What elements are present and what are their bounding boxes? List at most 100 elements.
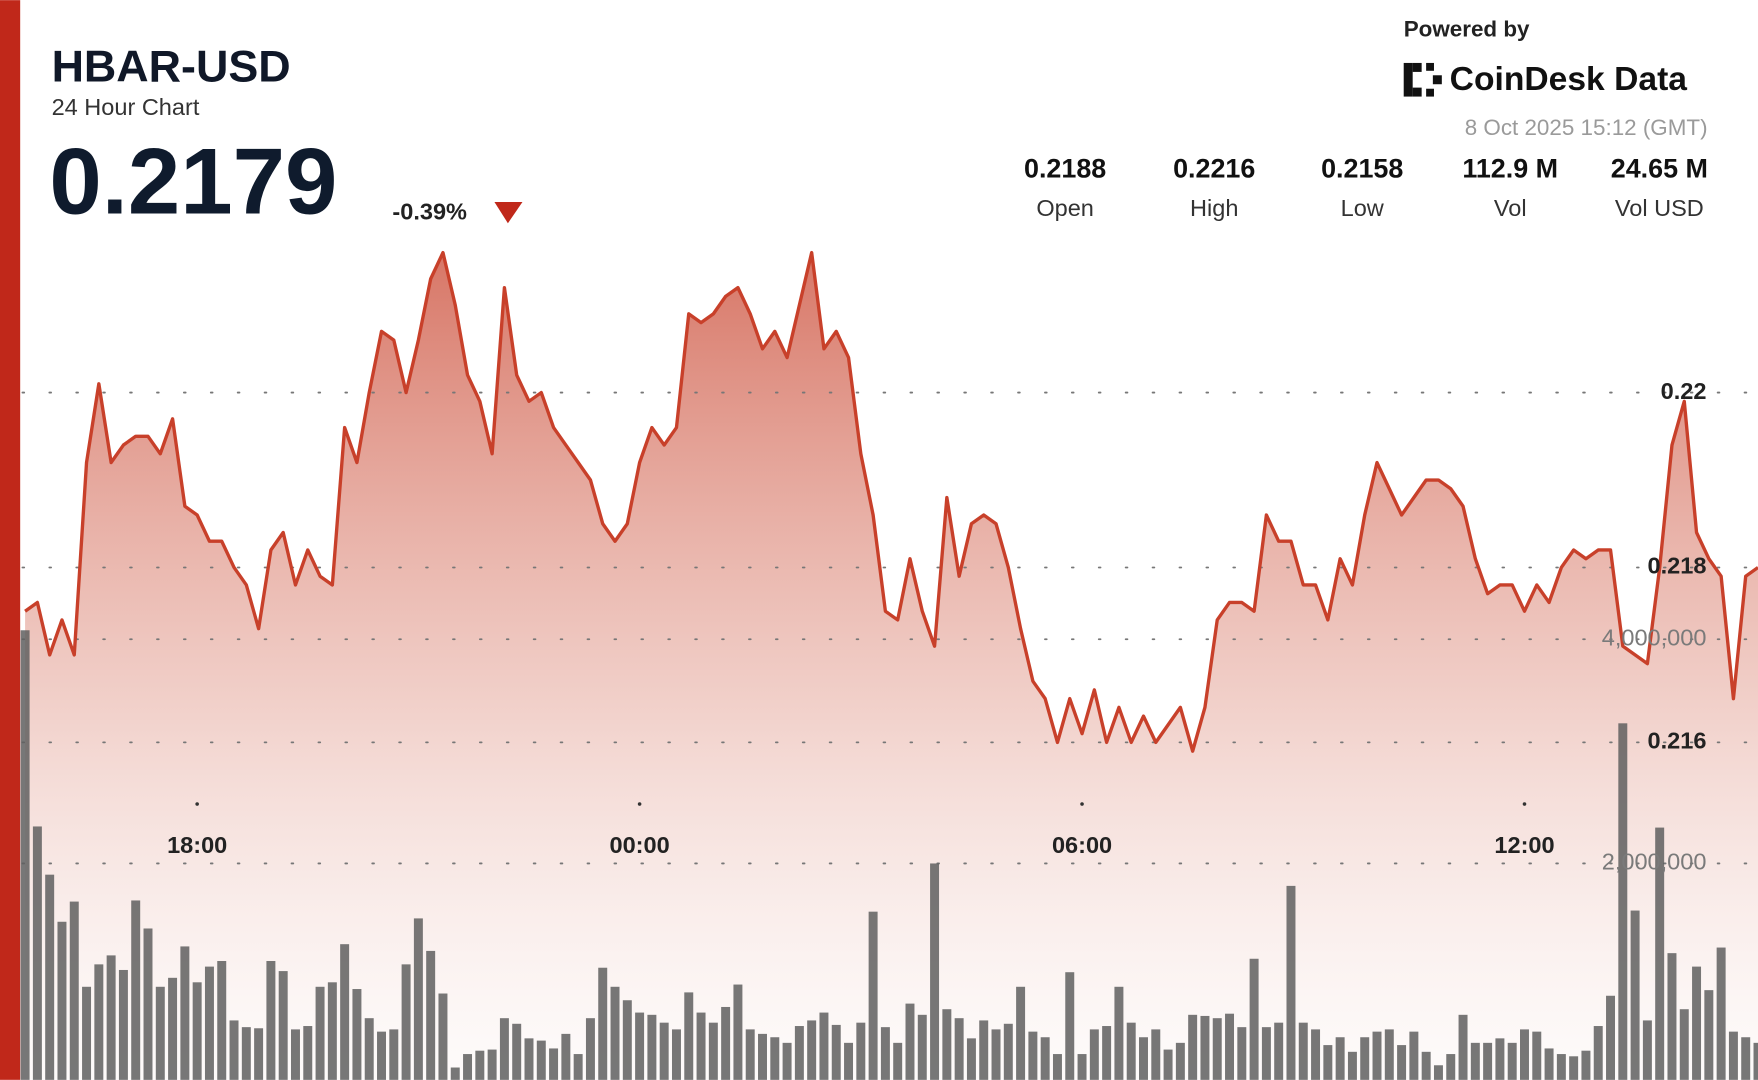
volume-bar <box>1483 1042 1493 1080</box>
y2-tick-label: 2,000,000 <box>1602 849 1707 875</box>
volume-bar <box>1139 1037 1148 1080</box>
volume-bar <box>635 1012 645 1080</box>
stats: 0.2188 Open 0.2216 High 0.2158 Low 112.9 M Vol 2… <box>1024 154 1708 221</box>
volume-bar <box>1581 1050 1591 1080</box>
volume-bar <box>1667 953 1677 1080</box>
stat-value: 0.2216 <box>1173 154 1255 184</box>
volume-bar <box>966 1038 976 1080</box>
volume-bar <box>549 1048 559 1080</box>
volume-bar <box>450 1067 460 1080</box>
volume-bar <box>880 1027 890 1080</box>
price-line <box>24 250 1758 753</box>
plot <box>20 250 1758 1080</box>
volume-bar <box>1028 1031 1038 1080</box>
volume-bar <box>401 964 411 1080</box>
volume-bar <box>930 863 940 1080</box>
volume-bar <box>1003 1023 1013 1080</box>
volume-bar <box>831 1024 841 1080</box>
volume-bar <box>278 971 288 1080</box>
volume-bar <box>807 1020 817 1080</box>
volume-bar <box>573 1054 583 1080</box>
powered-by: Powered by <box>1404 16 1530 41</box>
price: 0.2179 <box>49 128 337 233</box>
volume-bar <box>561 1033 571 1080</box>
volume-bar <box>241 1027 251 1080</box>
stat-value: 24.65 M <box>1611 154 1708 184</box>
volume-bar <box>1507 1042 1517 1080</box>
x-tick-label: 18:00 <box>167 832 227 858</box>
x-tick-mark <box>1080 802 1084 806</box>
volume-bar <box>487 1049 497 1080</box>
volume-bar <box>1372 1031 1382 1080</box>
volume-bar <box>1052 1054 1062 1080</box>
volume-bar <box>745 1029 755 1080</box>
x-tick-mark <box>637 802 642 806</box>
volume-bar <box>1421 1051 1431 1080</box>
volume-bar <box>106 955 116 1080</box>
stat-label: Low <box>1341 195 1385 221</box>
volume-bar <box>868 911 878 1080</box>
volume-bar <box>585 1018 595 1080</box>
volume-bar <box>893 1042 903 1080</box>
line-layer <box>24 250 1758 753</box>
volume-bar <box>647 1014 657 1080</box>
volume-bar <box>32 826 42 1080</box>
volume-bar <box>708 1022 718 1080</box>
volume-bar <box>131 900 141 1080</box>
volume-bar <box>413 918 423 1080</box>
volume-bar <box>684 992 694 1080</box>
volume-bar <box>1741 1037 1751 1080</box>
volume-bar <box>844 1042 854 1080</box>
x-tick-mark <box>195 802 199 806</box>
area-layer <box>25 252 1758 1080</box>
volume-bar <box>217 961 227 1080</box>
volume-bar <box>1077 1054 1087 1080</box>
down-arrow <box>494 201 523 224</box>
volume-bar <box>254 1028 264 1080</box>
x-tick-label: 06:00 <box>1052 832 1112 858</box>
volume-bar <box>1470 1042 1480 1080</box>
volume-bar <box>340 944 350 1080</box>
volume-bar <box>266 961 276 1080</box>
volume-bar <box>671 1029 681 1080</box>
volume-bar <box>1311 1029 1321 1080</box>
volume-bar <box>598 967 608 1080</box>
volume-bar <box>1544 1048 1554 1080</box>
volume-bar <box>721 1006 731 1080</box>
volume-bar <box>1692 966 1702 1080</box>
axis-labels: 0.216 0.218 0.22 2,000,000 4,000,000 18:00 00:… <box>167 378 1706 875</box>
volume-bar <box>524 1038 534 1080</box>
volume-bar <box>315 986 325 1080</box>
volume-bar <box>1200 1015 1210 1080</box>
stat-label: Vol <box>1494 195 1527 221</box>
volume-bar <box>438 993 448 1080</box>
volume-bar <box>1188 1014 1198 1080</box>
volume-bar <box>1237 1027 1247 1080</box>
volume-bar <box>659 1022 669 1080</box>
accent-bar <box>0 0 21 1080</box>
volume-bar <box>290 1029 300 1080</box>
brand: CoinDesk Data <box>1450 61 1688 98</box>
volume-bar <box>1225 1013 1235 1080</box>
stat-value: 0.2158 <box>1321 154 1403 184</box>
volume-bar <box>1347 1051 1357 1080</box>
volume-bar <box>377 1031 386 1080</box>
y-tick-label: 0.216 <box>1648 728 1707 754</box>
volume-bar <box>1114 986 1124 1080</box>
volume-bar <box>352 989 362 1080</box>
volume-bar <box>782 1042 792 1080</box>
stat-value: 0.2188 <box>1024 154 1106 184</box>
volume-bar <box>770 1037 780 1080</box>
volume-bar <box>45 874 55 1080</box>
volume-bar <box>758 1033 767 1080</box>
volume-bar <box>1716 947 1726 1080</box>
brand-logo <box>1403 62 1442 97</box>
volume-bar <box>303 1026 313 1080</box>
volume-bar <box>1040 1037 1050 1080</box>
y-tick-label: 0.218 <box>1648 553 1707 579</box>
volume-bar <box>991 1029 1001 1080</box>
stat-label: High <box>1190 195 1238 221</box>
volume-bar <box>143 928 153 1080</box>
